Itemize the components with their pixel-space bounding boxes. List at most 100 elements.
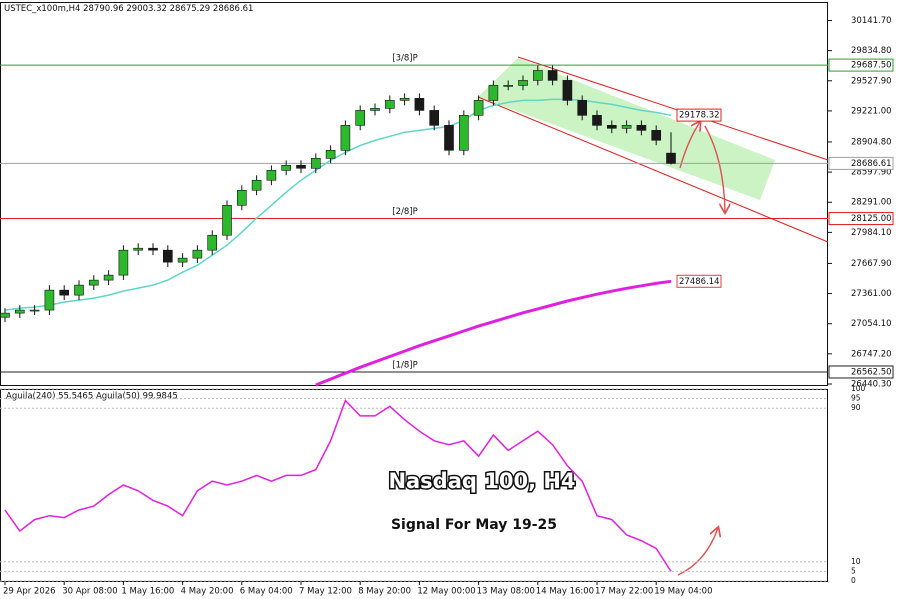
candle-body: [444, 125, 454, 151]
candle-body: [89, 279, 99, 286]
level-box: [828, 212, 894, 226]
y-tick-label: 90: [851, 403, 861, 412]
candle-body: [636, 125, 647, 131]
level-label: 26562.50: [851, 367, 892, 377]
candle-body: [281, 165, 292, 171]
candle-body: [266, 170, 277, 181]
candle-body: [547, 70, 558, 81]
x-tick-label: 1 May 16:00: [121, 587, 174, 597]
x-tick-label: 30 Apr 08:00: [62, 587, 117, 597]
candle-body: [192, 249, 203, 259]
candle-body: [133, 247, 143, 251]
candle-body: [207, 234, 217, 251]
candle-body: [562, 80, 573, 101]
candle-body: [488, 85, 499, 101]
candle-body: [222, 204, 232, 236]
y-tick-label: 27984.10: [851, 228, 892, 238]
y-tick-label: 100: [851, 384, 866, 393]
level-name: [1/8]P: [392, 360, 417, 370]
y-tick-label: 29834.80: [851, 46, 892, 56]
level-label: 28125.00: [851, 214, 892, 224]
candle-body: [148, 247, 158, 251]
candle-body: [532, 70, 543, 81]
y-tick-label: 29527.90: [851, 76, 892, 86]
candle-body: [651, 130, 662, 141]
y-tick-label: 30141.70: [851, 16, 892, 26]
y-tick-label: 95: [851, 394, 861, 403]
level-box: [828, 156, 894, 170]
x-tick-label: 4 May 20:00: [181, 587, 234, 597]
y-tick-label: 0: [851, 576, 856, 585]
candle-body: [103, 274, 114, 281]
candle-body: [370, 108, 380, 111]
x-tick-label: 8 May 20:00: [358, 587, 411, 597]
x-tick-label: 6 May 04:00: [240, 587, 293, 597]
candle-body: [429, 110, 440, 126]
y-tick-label: 27361.00: [851, 289, 892, 299]
candle-body: [74, 284, 84, 296]
candle-body: [340, 125, 351, 151]
candle-body: [666, 152, 676, 164]
candle-body: [29, 309, 40, 312]
candle-body: [592, 115, 602, 126]
candle-body: [251, 179, 262, 191]
candle-body: [355, 110, 366, 126]
candle-body: [621, 125, 632, 129]
arrow-up-oscillator: [677, 528, 718, 576]
level-label: 29687.50: [851, 61, 892, 71]
x-tick-label: 12 May 00:00: [417, 587, 475, 597]
indicator-box: [676, 274, 722, 288]
candle-body: [15, 309, 25, 314]
x-tick-label: 29 Apr 2026: [3, 587, 56, 597]
candle-body: [518, 80, 528, 86]
x-tick-label: 17 May 22:00: [595, 587, 653, 597]
indicator-line: [4, 98, 672, 311]
y-tick-label: 29221.00: [851, 106, 892, 116]
x-tick-label: 7 May 12:00: [299, 587, 352, 597]
level-label: 28686.61: [851, 159, 892, 169]
y-tick-label: 10: [851, 557, 861, 566]
candle-body: [325, 149, 336, 159]
x-tick-label: 13 May 08:00: [477, 587, 535, 597]
candle-body: [503, 85, 514, 87]
y-tick-label: 5: [851, 566, 856, 575]
candle-body: [118, 249, 129, 276]
candle-body: [0, 312, 10, 318]
y-tick-label: 28904.80: [851, 137, 892, 147]
candle-body: [310, 158, 321, 169]
candle-body: [177, 257, 188, 263]
main-panel: [0, 2, 828, 386]
candle-body: [296, 165, 306, 169]
candle-body: [473, 100, 484, 116]
annotation-title: Nasdaq 100, H4: [388, 469, 575, 493]
oscillator-line: [4, 399, 672, 572]
x-tick-label: 19 May 04:00: [654, 587, 712, 597]
candle-body: [59, 289, 70, 296]
level-box: [828, 58, 894, 72]
y-tick-label: 26747.20: [851, 349, 892, 359]
chart-header: USTEC_x100m,H4 28790.96 29003.32 28675.2…: [4, 4, 253, 14]
y-tick-label: 28291.00: [851, 198, 892, 208]
channel-upper: [517, 56, 829, 161]
candle-body: [237, 189, 247, 206]
indicator-label: 27486.14: [679, 277, 720, 287]
y-tick-label: 28597.90: [851, 168, 892, 178]
price-marker-box: [676, 108, 722, 122]
arrow-down: [704, 125, 725, 212]
candle-body: [399, 98, 410, 101]
candle-body: [163, 249, 173, 263]
candle-body: [577, 100, 588, 116]
y-tick-label: 27667.90: [851, 259, 892, 269]
oscillator-title: Aguila(240) 55.5465 Aguila(50) 99.9845: [6, 392, 178, 402]
level-box: [828, 365, 894, 379]
candle-body: [414, 98, 425, 111]
x-tick-label: 14 May 16:00: [536, 587, 594, 597]
candle-body: [458, 115, 469, 151]
candle-body: [384, 100, 395, 109]
channel-lower: [477, 96, 829, 243]
y-tick-label: 26440.30: [851, 379, 892, 389]
candle-body: [606, 125, 617, 129]
candle-body: [44, 289, 55, 311]
level-name: [2/8]P: [392, 207, 417, 217]
